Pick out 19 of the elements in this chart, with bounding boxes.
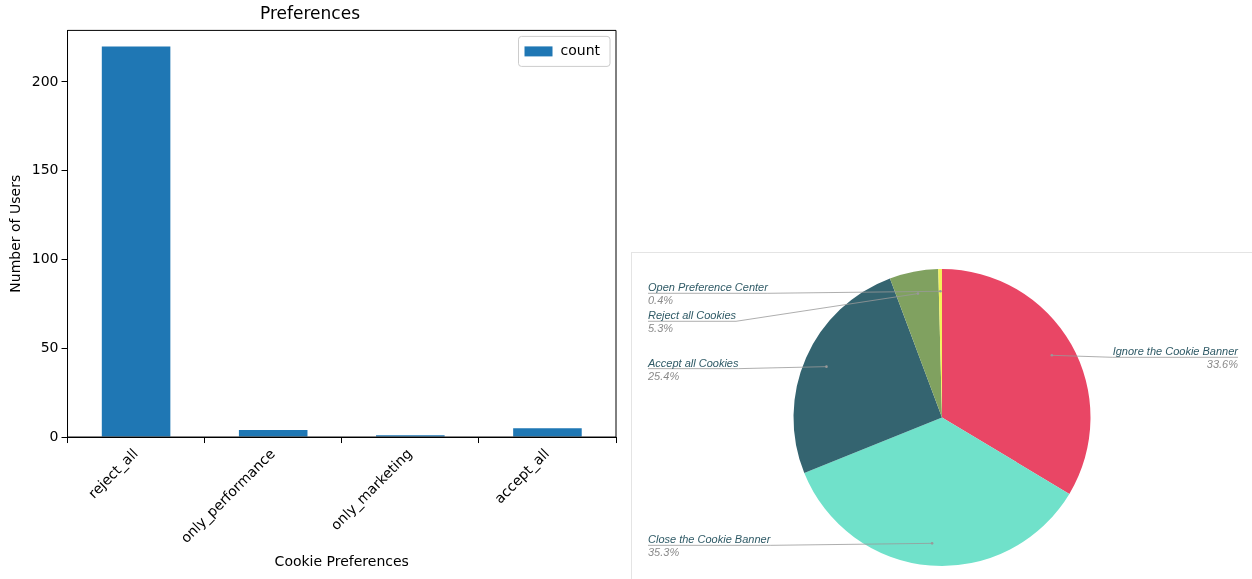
chart-title: Preferences (260, 2, 361, 23)
y-tick-label: 200 (31, 72, 59, 89)
y-tick-label: 100 (31, 250, 59, 267)
y-tick-label: 50 (40, 338, 59, 355)
data-label: 5.3% (648, 322, 674, 335)
y-tick-label: 0 (49, 427, 59, 444)
y-tick-label: 150 (31, 161, 59, 178)
slice-label: Close the Cookie Banner (648, 533, 772, 546)
y-axis-title: Number of Users (7, 174, 24, 293)
slice-label: Ignore the Cookie Banner (1112, 345, 1240, 358)
data-label: 25.4% (647, 369, 680, 382)
data-label: 35.3% (648, 546, 680, 559)
data-label: 33.6% (1206, 358, 1239, 371)
legend-label: count (560, 42, 601, 59)
slice-label: Accept all Cookies (647, 356, 739, 369)
slice-label: Open Preference Center (648, 281, 770, 294)
x-axis-title: Cookie Preferences (274, 553, 409, 570)
slice-label: Reject all Cookies (648, 309, 737, 322)
data-label: 0.4% (648, 294, 674, 307)
